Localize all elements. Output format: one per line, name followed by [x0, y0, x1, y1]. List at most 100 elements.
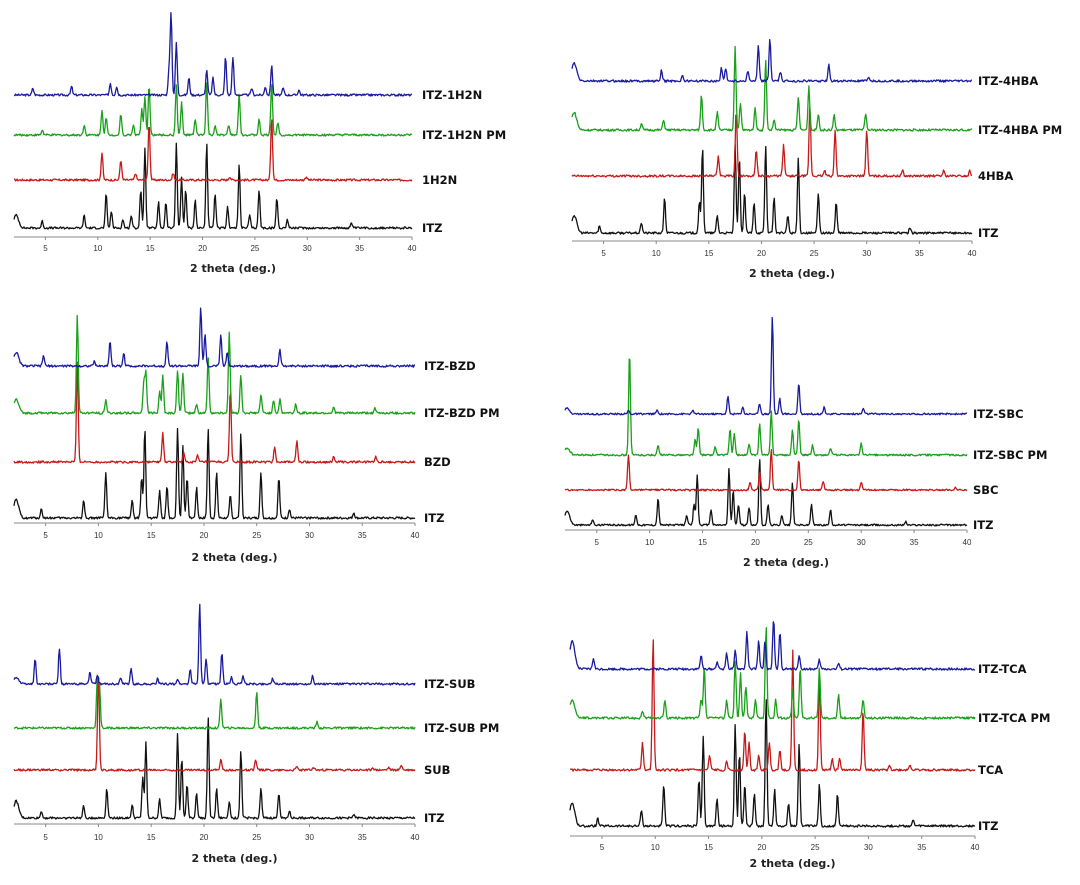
x-tick-label: 25 [804, 538, 813, 547]
series-label: ITZ [422, 221, 442, 235]
x-tick-label: 30 [305, 531, 314, 540]
x-tick-label: 35 [917, 843, 926, 852]
trace-itz-1h2n [13, 12, 413, 97]
x-tick-label: 20 [757, 249, 766, 258]
x-tick-label: 30 [305, 833, 314, 842]
series-label: ITZ-BZD PM [424, 406, 500, 420]
x-tick-label: 25 [250, 244, 259, 253]
trace-itz [13, 717, 416, 820]
series-label: BZD [424, 455, 451, 469]
x-tick-label: 5 [43, 833, 48, 842]
trace-itz-1h2n-pm [13, 82, 413, 137]
x-tick-label: 40 [971, 843, 980, 852]
series-label: ITZ [978, 226, 998, 240]
x-axis-label: 2 theta (deg.) [743, 556, 829, 569]
x-tick-label: 10 [93, 244, 102, 253]
trace-itz-4hba-pm [571, 45, 973, 132]
x-tick-label: 25 [811, 843, 820, 852]
series-label: ITZ [978, 819, 998, 833]
trace-itz-tca-pm [569, 627, 976, 720]
x-tick-label: 35 [358, 531, 367, 540]
x-tick-label: 20 [198, 244, 207, 253]
trace-itz-sub-pm [13, 674, 416, 730]
trace-tca [569, 639, 976, 772]
trace-itz [13, 142, 413, 230]
x-tick-label: 20 [199, 833, 208, 842]
x-tick-label: 30 [303, 244, 312, 253]
x-axis-label: 2 theta (deg.) [749, 267, 835, 280]
series-label: SBC [973, 483, 999, 497]
trace-itz-bzd [13, 307, 416, 368]
panel-5: 5 10 15 20 25 30 35 40 2 theta (deg.) ITZ-SUB ITZ-… [13, 603, 499, 865]
x-tick-label: 35 [915, 249, 924, 258]
x-tick-label: 15 [704, 249, 713, 258]
series-label: ITZ-4HBA [978, 74, 1038, 88]
x-tick-label: 10 [652, 249, 661, 258]
panel-4: 5 10 15 20 25 30 35 40 2 theta (deg.) ITZ-SBC ITZ-… [564, 316, 1047, 569]
series-label: ITZ-4HBA PM [978, 123, 1062, 137]
x-tick-label: 20 [757, 843, 766, 852]
trace-sub [13, 676, 416, 772]
series-label: ITZ [424, 511, 444, 525]
x-tick-label: 10 [651, 843, 660, 852]
trace-itz [571, 143, 973, 235]
x-tick-label: 5 [595, 538, 600, 547]
trace-bzd [13, 361, 416, 464]
series-label: ITZ-BZD [424, 359, 476, 373]
x-axis-label: 2 theta (deg.) [190, 262, 276, 275]
trace-itz-sbc [564, 316, 967, 416]
x-tick-label: 40 [411, 833, 420, 842]
series-label: 4HBA [978, 169, 1013, 183]
series-label: ITZ-SBC PM [973, 448, 1047, 462]
trace-itz-sbc-pm [564, 358, 968, 457]
x-tick-label: 35 [355, 244, 364, 253]
x-axis-label: 2 theta (deg.) [192, 852, 278, 865]
x-tick-label: 40 [408, 244, 417, 253]
x-tick-label: 40 [411, 531, 420, 540]
trace-itz [13, 427, 416, 520]
x-tick-label: 5 [601, 249, 606, 258]
series-label: TCA [978, 763, 1003, 777]
x-axis-label: 2 theta (deg.) [192, 551, 278, 564]
series-label: 1H2N [422, 173, 457, 187]
x-tick-label: 30 [857, 538, 866, 547]
x-tick-label: 25 [810, 249, 819, 258]
x-tick-label: 15 [146, 244, 155, 253]
trace-4hba [571, 106, 973, 178]
series-label: ITZ-1H2N PM [422, 128, 506, 142]
x-tick-label: 35 [358, 833, 367, 842]
x-tick-label: 20 [751, 538, 760, 547]
series-label: ITZ-SUB PM [424, 721, 499, 735]
x-tick-label: 30 [864, 843, 873, 852]
trace-itz-4hba [571, 38, 973, 83]
series-label: ITZ [424, 811, 444, 825]
x-tick-label: 40 [963, 538, 972, 547]
trace-sbc [564, 448, 968, 492]
series-label: ITZ-1H2N [422, 88, 482, 102]
x-tick-label: 5 [43, 244, 48, 253]
x-tick-label: 20 [199, 531, 208, 540]
series-label: SUB [424, 763, 450, 777]
x-tick-label: 25 [252, 833, 261, 842]
series-label: ITZ-TCA [978, 662, 1027, 676]
x-tick-label: 10 [94, 833, 103, 842]
panel-1: 5 10 15 20 25 30 35 40 2 theta (deg.) ITZ-1H2N ITZ… [13, 12, 506, 275]
series-label: ITZ [973, 518, 993, 532]
x-tick-label: 40 [968, 249, 977, 258]
x-tick-label: 5 [600, 843, 605, 852]
series-label: ITZ-SBC [973, 407, 1024, 421]
trace-itz [569, 699, 976, 828]
x-tick-label: 10 [645, 538, 654, 547]
x-tick-label: 25 [252, 531, 261, 540]
x-tick-label: 15 [147, 531, 156, 540]
trace-1h2n [13, 119, 413, 182]
panel-6: 5 10 15 20 25 30 35 40 2 theta (deg.) ITZ-TCA ITZ-… [569, 621, 1050, 870]
trace-itz-sub [13, 603, 416, 686]
x-tick-label: 5 [43, 531, 48, 540]
panel-3: 5 10 15 20 25 30 35 40 2 theta (deg.) ITZ-BZD ITZ-… [13, 307, 500, 564]
x-tick-label: 15 [704, 843, 713, 852]
x-tick-label: 15 [147, 833, 156, 842]
x-tick-label: 35 [910, 538, 919, 547]
x-tick-label: 10 [94, 531, 103, 540]
